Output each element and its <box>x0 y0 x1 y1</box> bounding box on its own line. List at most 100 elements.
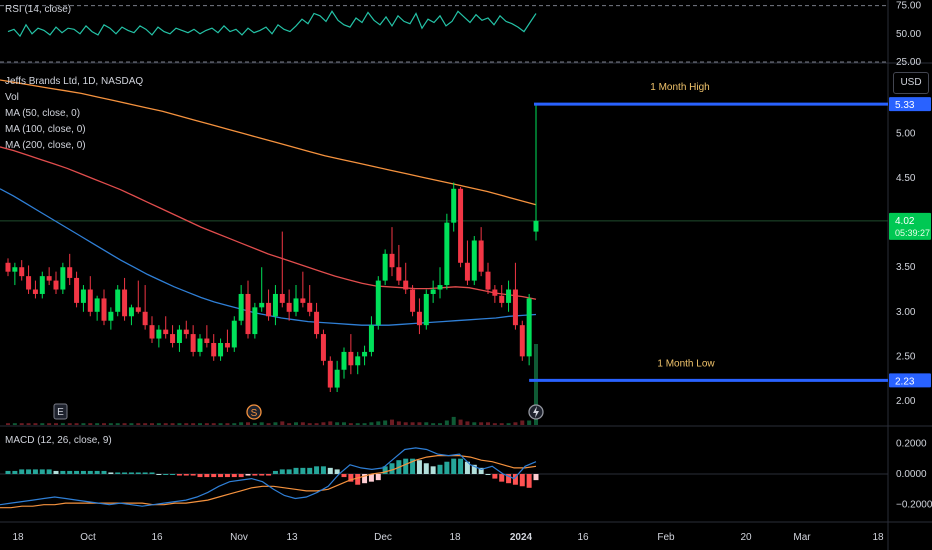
volume-bar <box>472 422 477 425</box>
candle-body <box>362 351 368 357</box>
volume-bar <box>67 423 72 425</box>
macd-histogram-bar <box>245 474 251 476</box>
month-high-label: 1 Month High <box>650 82 709 93</box>
candle-body <box>403 280 409 290</box>
candle-body <box>368 325 374 352</box>
volume-bar <box>129 423 134 425</box>
rsi-panel: 75.00 50.00 25.00 <box>0 1 921 68</box>
candle-body <box>156 329 162 339</box>
candle-body <box>197 338 203 352</box>
volume-bar <box>314 423 319 425</box>
candle-body <box>170 334 176 343</box>
macd-histogram-bar <box>122 472 128 474</box>
macd-histogram-bar <box>355 474 361 485</box>
volume-bar <box>465 421 470 425</box>
macd-histogram-bar <box>163 474 169 475</box>
price-legend[interactable]: Jeffs Brands Ltd, 1D, NASDAQ Vol MA (50,… <box>5 74 143 154</box>
macd-histogram-bar <box>375 474 381 481</box>
volume-bar <box>342 422 346 425</box>
macd-histogram-bar <box>341 474 347 478</box>
candle-body <box>485 271 491 290</box>
symbol-title: Jeffs Brands Ltd, 1D, NASDAQ <box>5 76 144 87</box>
macd-histogram-bar <box>46 469 52 474</box>
candle-body <box>252 307 258 335</box>
candle-body <box>499 295 505 303</box>
split-marker-icon[interactable] <box>246 404 262 420</box>
level-lines[interactable]: 1 Month High 1 Month Low <box>529 82 888 382</box>
macd-histogram-bar <box>231 474 237 478</box>
macd-tick-label: 0.2000 <box>896 438 927 449</box>
earnings-marker-icon[interactable] <box>53 403 68 420</box>
macd-histogram-bar <box>183 474 189 476</box>
volume-bar <box>266 423 271 425</box>
rsi-tick-label: 75.00 <box>896 1 921 12</box>
macd-histogram-bar <box>156 474 162 475</box>
candle-body <box>80 289 86 303</box>
candlesticks[interactable] <box>5 104 539 393</box>
ma100-legend: MA (100, close, 0) <box>5 124 86 135</box>
rsi-tick-label: 25.00 <box>896 57 921 68</box>
volume-bar <box>232 423 237 425</box>
macd-histogram-bar <box>437 464 443 474</box>
macd-histogram-bar <box>115 472 121 474</box>
rsi-line <box>7 10 537 38</box>
month-high-badge-bg <box>889 97 931 112</box>
candle-body <box>115 289 121 312</box>
candle-body <box>526 298 532 357</box>
candle-body <box>451 188 457 223</box>
rsi-legend[interactable]: RSI (14, close) <box>5 2 71 18</box>
volume-bar <box>534 344 538 425</box>
x-axis-label: 2024 <box>510 532 533 543</box>
candle-body <box>122 289 128 317</box>
month-low-label: 1 Month Low <box>657 358 715 369</box>
volume-bar <box>376 421 381 425</box>
candle-body <box>101 298 107 321</box>
candle-body <box>286 302 292 312</box>
x-axis-label: Feb <box>657 532 675 543</box>
macd-panel: 0.2000 0.0000 −0.2000 <box>0 438 932 511</box>
rsi-legend-text: RSI (14, close) <box>5 4 72 15</box>
macd-histogram-bar <box>128 472 134 474</box>
ma200-line <box>0 79 537 206</box>
price-tick-label: 3.50 <box>896 262 916 273</box>
candle-body <box>87 289 93 312</box>
macd-histogram-bar <box>368 474 374 482</box>
candle-body <box>314 311 320 335</box>
candle-body <box>26 276 32 290</box>
candle-body <box>218 342 224 357</box>
volume-bar <box>390 419 394 425</box>
candle-body <box>238 293 244 321</box>
macd-histogram-bar <box>87 470 93 474</box>
volume-bar <box>218 423 223 425</box>
macd-histogram-bar <box>458 458 464 474</box>
macd-histogram-bar <box>533 474 539 481</box>
macd-histogram-bar <box>451 458 457 474</box>
candle-body <box>519 325 525 357</box>
currency-button[interactable]: USD <box>893 72 929 94</box>
macd-histogram-bar <box>485 474 491 475</box>
candle-body <box>293 298 299 312</box>
candle-body <box>266 302 272 317</box>
macd-legend-text: MACD (12, 26, close, 9) <box>5 435 112 446</box>
candle-body <box>396 267 402 281</box>
macd-line <box>0 447 537 507</box>
vol-legend: Vol <box>5 92 19 103</box>
volume-bar <box>40 423 45 425</box>
volume-bar <box>54 423 58 425</box>
volume-bar <box>348 423 353 425</box>
x-axis-label: 20 <box>740 532 752 543</box>
candle-body <box>204 338 210 343</box>
macd-histogram-bar <box>506 474 512 484</box>
volume-bar <box>60 423 65 425</box>
macd-histogram-bar <box>320 466 326 474</box>
x-axis-label: 16 <box>577 532 589 543</box>
macd-histogram-bar <box>478 467 484 474</box>
macd-legend[interactable]: MACD (12, 26, close, 9) <box>5 433 112 449</box>
macd-histogram-bar <box>444 461 450 474</box>
volume-bar <box>6 423 10 425</box>
volume-bar <box>177 423 182 425</box>
macd-histogram-bar <box>94 470 100 474</box>
